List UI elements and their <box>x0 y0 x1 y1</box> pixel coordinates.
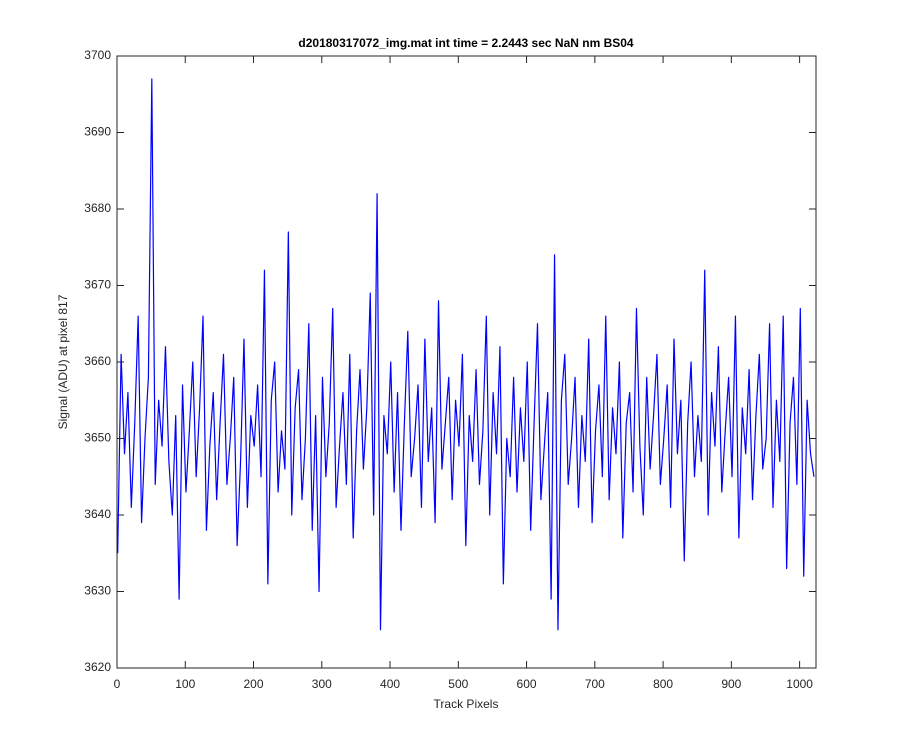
y-tick-label: 3620 <box>84 660 111 674</box>
plot-area <box>116 55 817 669</box>
x-tick-label: 0 <box>114 677 121 691</box>
x-tick-label: 200 <box>244 677 264 691</box>
x-tick-label: 700 <box>585 677 605 691</box>
x-tick-label: 600 <box>517 677 537 691</box>
y-tick-label: 3650 <box>84 431 111 445</box>
y-tick-label: 3680 <box>84 201 111 215</box>
x-tick-label: 400 <box>380 677 400 691</box>
x-axis-label: Track Pixels <box>434 697 499 711</box>
x-tick-label: 800 <box>653 677 673 691</box>
y-tick-label: 3670 <box>84 278 111 292</box>
y-tick-label: 3700 <box>84 48 111 62</box>
x-tick-label: 100 <box>175 677 195 691</box>
x-tick-label: 300 <box>312 677 332 691</box>
chart-title: d20180317072_img.mat int time = 2.2443 s… <box>298 36 634 50</box>
y-axis-label: Signal (ADU) at pixel 817 <box>56 294 70 429</box>
x-tick-label: 900 <box>721 677 741 691</box>
data-line <box>117 78 815 631</box>
x-tick-label: 1000 <box>786 677 813 691</box>
y-tick-label: 3630 <box>84 584 111 598</box>
y-tick-label: 3690 <box>84 125 111 139</box>
x-tick-label: 500 <box>448 677 468 691</box>
y-tick-label: 3640 <box>84 507 111 521</box>
y-tick-label: 3660 <box>84 354 111 368</box>
